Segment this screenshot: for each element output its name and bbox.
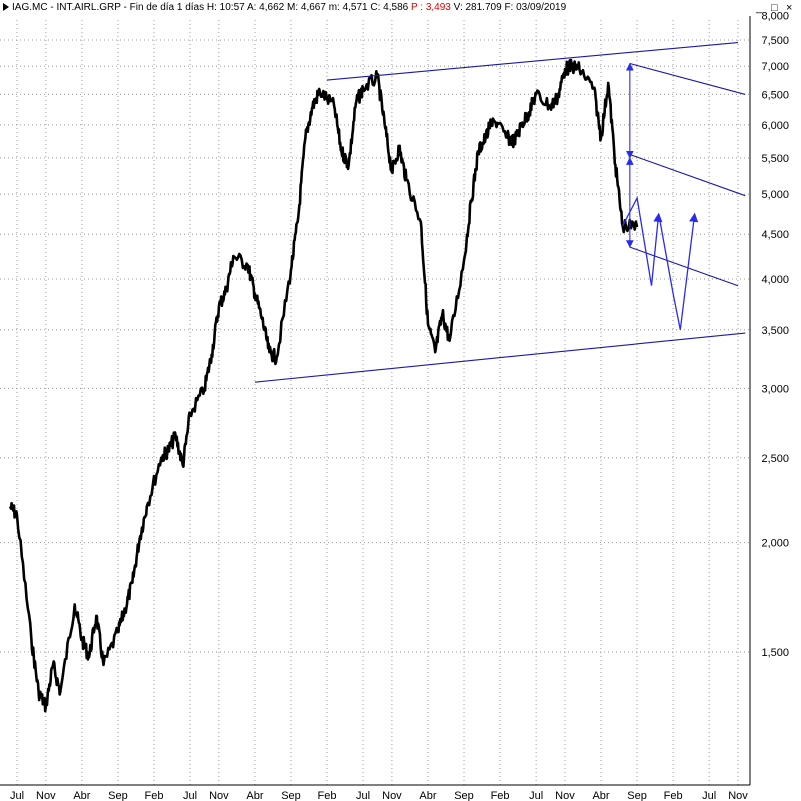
x-tick-label-19: Feb: [664, 790, 683, 801]
x-tick-label-18: Sep: [627, 790, 647, 801]
x-tick-label-5: Jul: [183, 790, 197, 801]
y-tick-label-4: 3,500: [761, 325, 789, 337]
x-tick-label-1: Nov: [36, 790, 56, 801]
chart-header: IAG.MC - INT.AIRL.GRP - Fin de día 1 día…: [0, 0, 801, 16]
y-tick-label-2: 2,500: [761, 453, 789, 465]
x-tick-label-7: Abr: [246, 790, 263, 801]
minimize-icon[interactable]: _: [756, 2, 763, 14]
x-tick-label-3: Sep: [108, 790, 128, 801]
y-tick-label-5: 4,000: [761, 274, 789, 286]
y-axis: 1,500 2,000 2,500 3,000 3,500 4,000 4,500 5,000…: [761, 10, 789, 659]
instrument-name: INT.AIRL.GRP: [56, 2, 121, 13]
series-layer: [8, 58, 639, 713]
ticker-symbol: IAG.MC: [12, 2, 48, 13]
x-tick-label-13: Sep: [454, 790, 474, 801]
x-tick-label-17: Abr: [592, 790, 609, 801]
y-tick-label-9: 6,000: [761, 120, 789, 132]
y-tick-label-3: 3,000: [761, 383, 789, 395]
projection-path-8[interactable]: [658, 212, 699, 330]
grid-layer: [0, 16, 751, 786]
period-label: Fin de día 1 días: [129, 2, 205, 13]
high-readout: M: 4,667: [287, 2, 326, 13]
y-tick-label-6: 4,500: [761, 229, 789, 241]
x-tick-label-4: Feb: [145, 790, 164, 801]
y-tick-label-10: 6,500: [761, 89, 789, 101]
cursor-price-readout: P : 3,493: [411, 2, 451, 13]
y-tick-label-8: 5,500: [761, 153, 789, 165]
x-tick-label-8: Sep: [281, 790, 301, 801]
x-tick-label-16: Nov: [555, 790, 575, 801]
trendline-3[interactable]: [629, 153, 746, 197]
trendline-4[interactable]: [629, 246, 739, 287]
x-tick-label-9: Feb: [318, 790, 337, 801]
trendline-0[interactable]: [254, 332, 746, 383]
projection-path-7[interactable]: [622, 195, 663, 286]
x-axis: Jul Nov Abr Sep Feb Jul Nov Abr Sep Feb Jul Nov Abr S…: [10, 790, 748, 801]
x-tick-label-20: Jul: [702, 790, 716, 801]
y-tick-label-12: 7,500: [761, 35, 789, 47]
x-tick-label-2: Abr: [73, 790, 90, 801]
close-icon[interactable]: ×: [786, 2, 793, 14]
x-tick-label-11: Nov: [382, 790, 402, 801]
x-tick-label-21: Nov: [728, 790, 748, 801]
time-readout: H: 10:57: [206, 2, 245, 13]
x-tick-label-0: Jul: [10, 790, 24, 801]
price-series-0: [8, 58, 639, 713]
x-tick-label-15: Jul: [529, 790, 543, 801]
y-tick-label-7: 5,000: [761, 189, 789, 201]
x-tick-label-12: Abr: [419, 790, 436, 801]
volume-readout: V: 281.709: [453, 2, 502, 13]
maximize-icon[interactable]: □: [771, 2, 778, 14]
y-tick-label-13: 8,000: [761, 10, 789, 22]
y-tick-label-11: 7,000: [761, 61, 789, 73]
y-tick-label-0: 1,500: [761, 647, 789, 659]
trendline-1[interactable]: [326, 41, 739, 81]
x-tick-label-14: Feb: [491, 790, 510, 801]
x-tick-label-10: Jul: [356, 790, 370, 801]
close-readout: C: 4,586: [370, 2, 409, 13]
trendline-2[interactable]: [629, 62, 746, 95]
date-readout: F: 03/09/2019: [504, 2, 567, 13]
open-readout: A: 4,662: [246, 2, 285, 13]
low-readout: m: 4,571: [328, 2, 368, 13]
menu-arrow-icon[interactable]: [3, 3, 9, 12]
annotation-layer: [254, 41, 746, 383]
y-tick-label-1: 2,000: [761, 538, 789, 550]
x-tick-label-6: Nov: [209, 790, 229, 801]
